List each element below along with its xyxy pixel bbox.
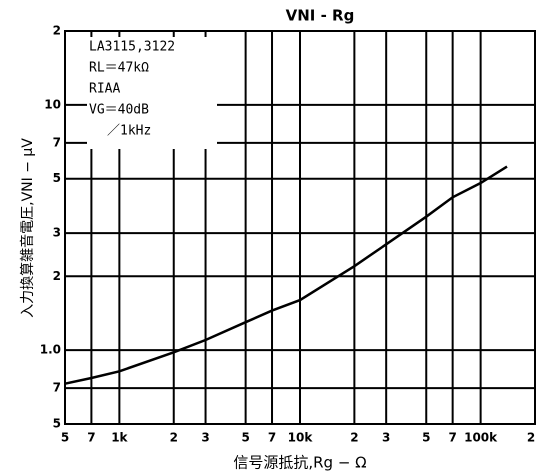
y-tick-label: 1.0	[40, 343, 61, 357]
y-axis-label: 入力換算雑音電圧,VNI − μV	[19, 138, 36, 318]
x-tick-label: 5	[422, 431, 430, 445]
x-tick-label: 5	[241, 431, 249, 445]
annotation: VG＝40dB	[89, 103, 149, 118]
annotation: RIAA	[89, 82, 120, 97]
note-background	[87, 37, 217, 149]
y-tick-label: 3	[53, 226, 61, 240]
y-tick-label: 2	[53, 24, 61, 38]
x-tick-label: 7	[87, 431, 95, 445]
y-tick-label: 7	[53, 135, 61, 149]
x-tick-label: 7	[268, 431, 276, 445]
y-tick-label: 2	[53, 269, 61, 283]
annotation: RL＝47kΩ	[89, 61, 149, 76]
data-line	[64, 165, 508, 385]
y-tick-label: 5	[53, 171, 61, 185]
chart-title: VNI - Rg	[286, 7, 355, 25]
y-tick-label: 5	[53, 417, 61, 431]
x-tick-label: 3	[382, 431, 390, 445]
x-axis-label: 信号源抵抗,Rg − Ω	[233, 454, 366, 472]
annotation: ／1kHz	[107, 124, 151, 139]
plot-frame	[64, 30, 536, 425]
x-tick-label: 10k	[288, 431, 314, 445]
x-tick-label: 7	[448, 431, 456, 445]
y-tick-label: 10	[44, 97, 61, 111]
annotation: LA3115,3122	[89, 40, 175, 55]
x-tick-label: 100k	[464, 431, 498, 445]
y-tick-label: 7	[53, 381, 61, 395]
x-tick-label: 2	[350, 431, 358, 445]
x-tick-label: 5	[61, 431, 69, 445]
x-tick-label: 1k	[111, 431, 128, 445]
x-tick-label: 2	[527, 431, 535, 445]
x-tick-label: 3	[201, 431, 209, 445]
x-tick-label: 2	[170, 431, 178, 445]
